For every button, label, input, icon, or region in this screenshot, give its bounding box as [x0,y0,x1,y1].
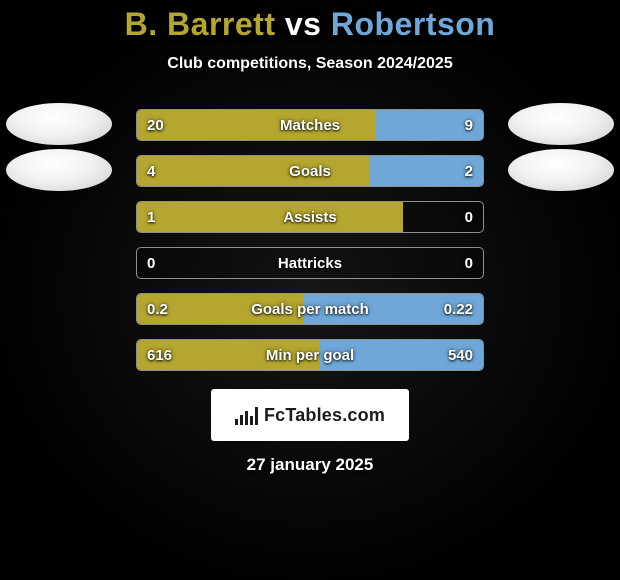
bar-right [320,340,483,370]
title-player2: Robertson [331,6,496,42]
subtitle: Club competitions, Season 2024/2025 [0,55,620,73]
bar-track: Matches209 [136,109,484,141]
player-avatar-left [6,103,112,145]
bar-right [369,156,483,186]
stat-row: Assists10 [0,201,620,233]
bar-right [376,110,483,140]
bar-track: Assists10 [136,201,484,233]
bar-left [137,340,320,370]
site-logo: FcTables.com [211,389,409,441]
bar-left [137,110,376,140]
stat-row: Min per goal616540 [0,339,620,371]
bar-track: Min per goal616540 [136,339,484,371]
title-vs: vs [285,6,322,42]
stat-value-right: 0 [465,202,473,232]
bar-right [303,294,483,324]
bar-left [137,294,303,324]
stat-row: Goals per match0.20.22 [0,293,620,325]
bar-left [137,202,403,232]
stat-row: Goals42 [0,155,620,187]
stat-row: Hattricks0 0 [0,247,620,279]
logo-text: FcTables.com [264,405,385,426]
logo-bars-icon [235,405,258,425]
player-avatar-left [6,149,112,191]
bar-track: Hattricks0 0 [136,247,484,279]
comparison-card: B. Barrett vs Robertson Club competition… [0,0,620,475]
stat-rows: Matches209Goals42Assists10Hattricks00Goa… [0,109,620,371]
bar-track: Goals42 [136,155,484,187]
bar-left [137,156,369,186]
date: 27 january 2025 [0,455,620,475]
player-avatar-right [508,103,614,145]
stat-row: Matches209 [0,109,620,141]
stat-label: Hattricks [137,248,483,278]
player-avatar-right [508,149,614,191]
title: B. Barrett vs Robertson [0,6,620,43]
stat-value-left: 0 [147,248,155,278]
stat-value-right: 0 [465,248,473,278]
title-player1: B. Barrett [125,6,276,42]
bar-track: Goals per match0.20.22 [136,293,484,325]
